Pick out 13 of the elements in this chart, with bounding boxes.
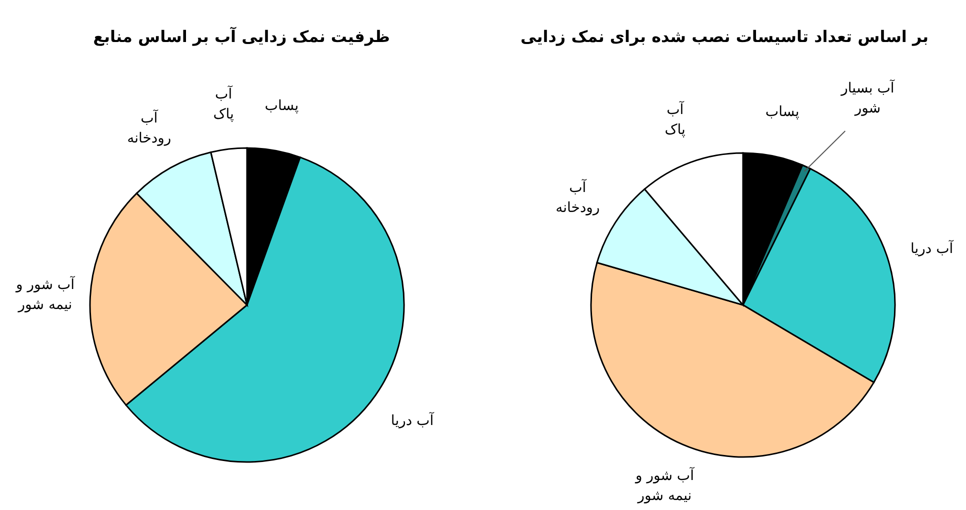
slice-label: آب شور و نیمه شور — [15, 274, 76, 313]
slice-label: آب پاک — [664, 100, 686, 138]
chart-title: ظرفیت نمک زدایی آب بر اساس منابع — [92, 26, 391, 48]
slice-label: پساب — [264, 98, 299, 114]
slice-label: آب دریا — [910, 238, 954, 257]
slice-label: آب پاک — [213, 84, 234, 122]
slice-label: آب شور و نیمه شور — [634, 466, 696, 504]
slice-label: آب رودخانه — [556, 178, 600, 216]
slice-label: آب رودخانه — [127, 108, 172, 146]
slice-label: آب دریا — [390, 411, 435, 430]
slice-label: پساب — [765, 104, 800, 120]
chart-title: بر اساس تعداد تاسیسات نصب شده برای نمک زدایی — [520, 26, 930, 48]
slice-label: آب بسیار شور — [840, 78, 896, 117]
